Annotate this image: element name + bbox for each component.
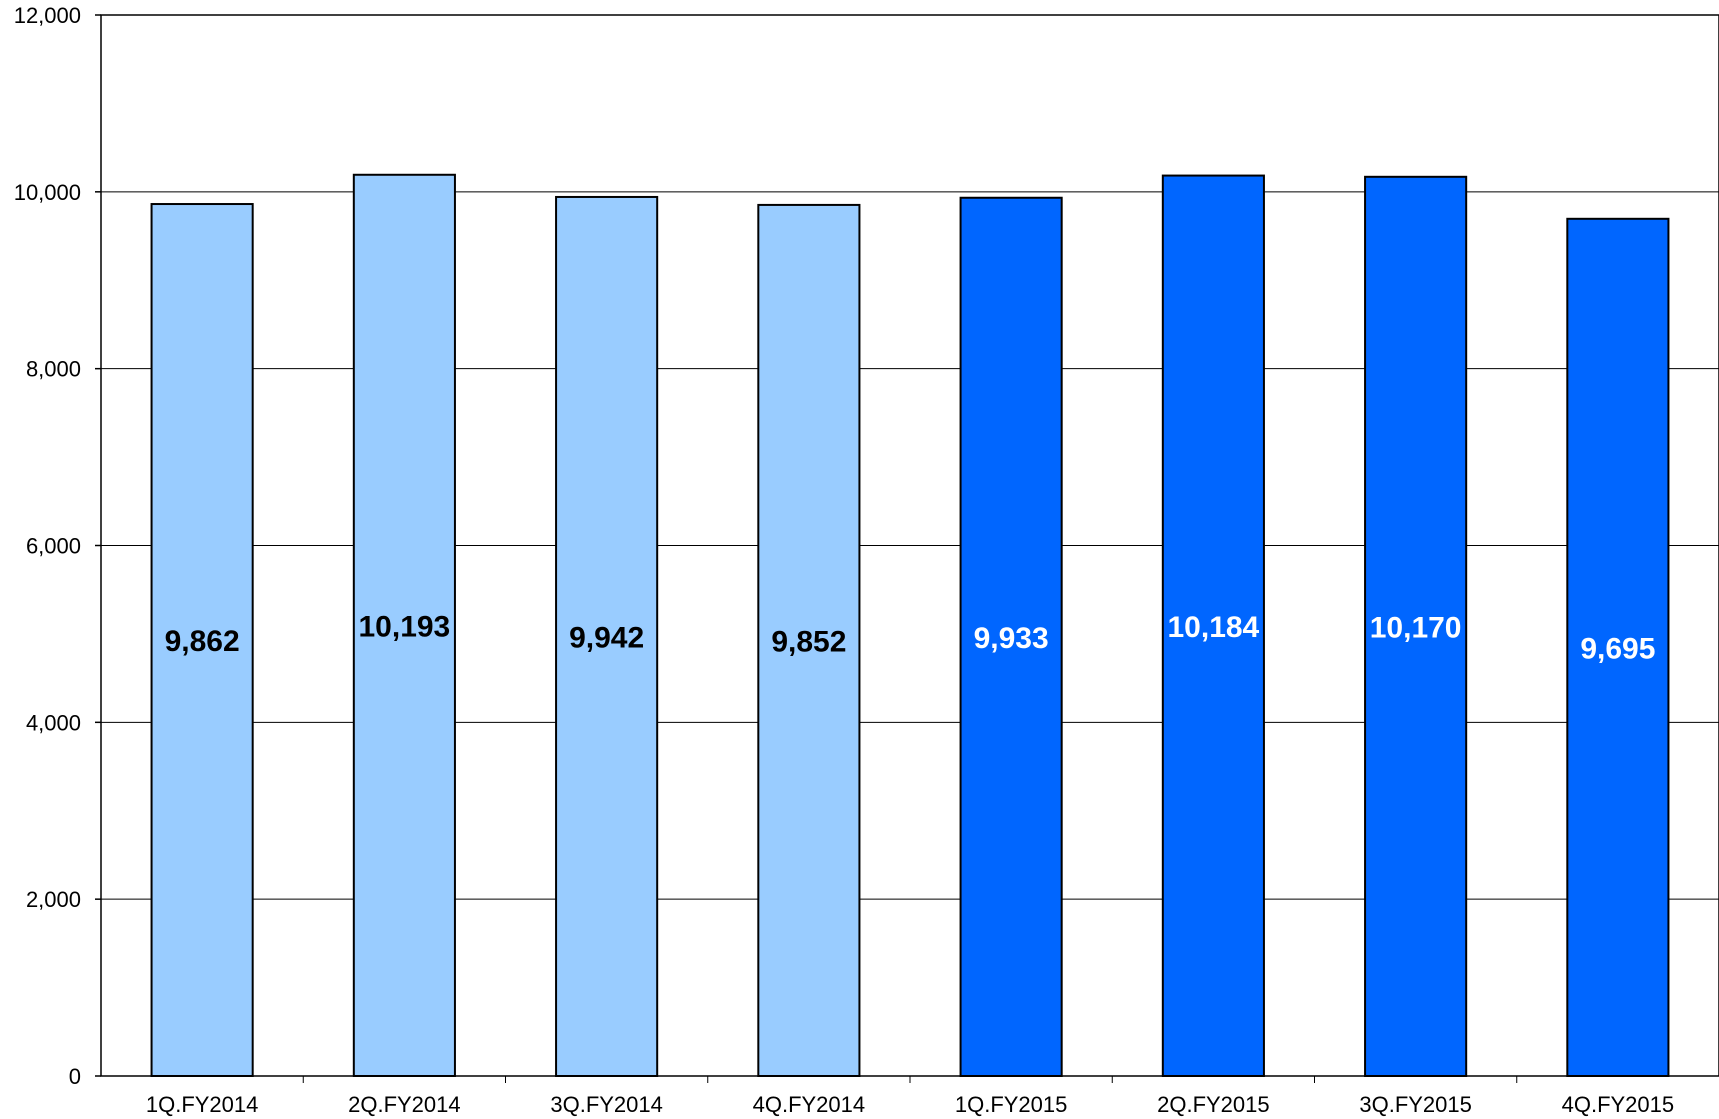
data-label: 9,933 — [974, 622, 1049, 655]
bar — [959, 196, 1063, 1077]
bar — [555, 195, 659, 1078]
x-tick-label: 1Q.FY2015 — [955, 1092, 1068, 1117]
bars — [150, 173, 1670, 1078]
x-tick-label: 1Q.FY2014 — [146, 1092, 259, 1117]
axes — [95, 14, 1719, 1083]
bar — [757, 203, 861, 1077]
data-label: 9,862 — [165, 625, 240, 658]
data-label: 10,184 — [1167, 611, 1259, 644]
x-tick-label: 4Q.FY2015 — [1562, 1092, 1675, 1117]
bar — [150, 203, 254, 1077]
gridlines — [101, 191, 1719, 900]
data-label: 9,942 — [569, 621, 644, 654]
bar — [1364, 175, 1468, 1078]
data-label: 9,852 — [771, 625, 846, 658]
y-tick-label: 0 — [69, 1064, 81, 1089]
y-tick-label: 12,000 — [14, 3, 81, 28]
x-tick-label: 3Q.FY2015 — [1359, 1092, 1472, 1117]
data-label: 10,193 — [358, 610, 450, 643]
bar — [1566, 217, 1670, 1077]
bar — [1161, 174, 1265, 1078]
x-tick-label: 3Q.FY2014 — [550, 1092, 663, 1117]
x-tick-label: 2Q.FY2014 — [348, 1092, 461, 1117]
y-tick-label: 2,000 — [26, 887, 81, 912]
y-tick-label: 4,000 — [26, 710, 81, 735]
x-tick-label: 4Q.FY2014 — [753, 1092, 866, 1117]
data-label: 10,170 — [1370, 611, 1462, 644]
x-tick-label: 2Q.FY2015 — [1157, 1092, 1270, 1117]
y-tick-label: 10,000 — [14, 180, 81, 205]
data-label: 9,695 — [1580, 632, 1655, 665]
y-tick-label: 6,000 — [26, 534, 81, 559]
y-tick-label: 8,000 — [26, 357, 81, 382]
labels: 0 2,000 4,000 6,000 8,000 10,000 12,000 1Q.FY20… — [14, 3, 1674, 1117]
